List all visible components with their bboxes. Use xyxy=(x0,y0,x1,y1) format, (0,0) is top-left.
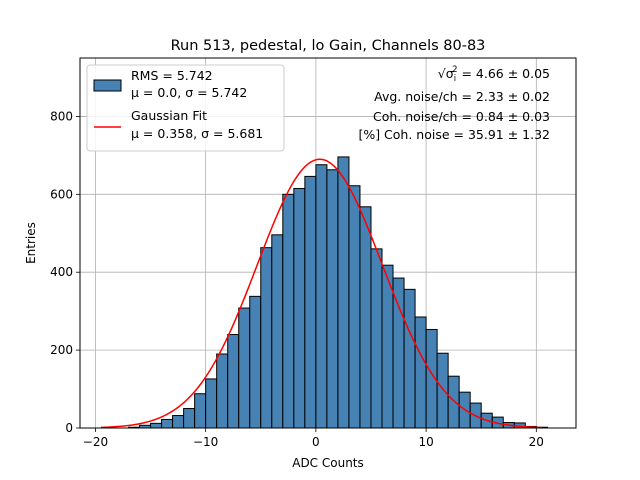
y-tick-label: 400 xyxy=(50,265,73,279)
legend-label-fit: Gaussian Fit xyxy=(131,108,207,123)
histogram-bar xyxy=(326,169,339,429)
histogram-bar xyxy=(403,288,416,429)
histogram-bar xyxy=(183,408,196,429)
histogram-bar xyxy=(194,393,207,429)
chart-title: Run 513, pedestal, lo Gain, Channels 80-… xyxy=(171,38,486,54)
legend: RMS = 5.742 μ = 0.0, σ = 5.742 Gaussian … xyxy=(86,64,285,152)
histogram-bar xyxy=(337,156,350,429)
y-axis-label: Entries xyxy=(24,222,38,264)
histogram-bar xyxy=(227,334,240,429)
histogram-bar xyxy=(436,352,449,429)
histogram-bar xyxy=(304,175,317,429)
noise-annotations: √σi2 = 4.66 ± 0.05 Avg. noise/ch = 2.33 … xyxy=(358,65,550,142)
y-tick-label: 0 xyxy=(65,421,73,435)
x-axis-label: ADC Counts xyxy=(292,456,364,470)
x-tick-label: 0 xyxy=(312,435,320,449)
histogram-bar xyxy=(282,193,295,429)
annotation-sigma-superscript: 2 xyxy=(452,65,457,75)
histogram-bar xyxy=(260,247,273,429)
annotation-coh-noise-percent: [%] Coh. noise = 35.91 ± 1.32 xyxy=(358,127,550,142)
histogram-bar xyxy=(161,418,174,429)
y-tick-label: 800 xyxy=(50,109,73,123)
annotation-coh-noise: Coh. noise/ch = 0.84 ± 0.03 xyxy=(373,109,550,124)
annotation-sigma-subscript: i xyxy=(454,74,456,84)
legend-sublabel-histogram: μ = 0.0, σ = 5.742 xyxy=(131,85,247,100)
histogram-bar xyxy=(447,375,460,429)
x-tick-label: 20 xyxy=(529,435,544,449)
y-tick-label: 600 xyxy=(50,187,73,201)
x-axis-ticks: −20 −10 0 10 20 xyxy=(83,428,544,449)
annotation-avg-noise: Avg. noise/ch = 2.33 ± 0.02 xyxy=(374,89,550,104)
x-tick-label: −20 xyxy=(83,435,108,449)
histogram-bar xyxy=(216,353,229,429)
histogram-bar xyxy=(370,248,383,429)
y-axis-ticks: 0 200 400 600 800 xyxy=(50,109,80,435)
histogram-bar xyxy=(150,422,163,429)
histogram-bar xyxy=(249,295,262,429)
x-tick-label: −10 xyxy=(193,435,218,449)
histogram-bar xyxy=(238,307,251,429)
histogram-bar xyxy=(271,234,284,429)
histogram-bar xyxy=(414,316,427,429)
annotation-sigma: √σi2 = 4.66 ± 0.05 xyxy=(438,65,550,84)
legend-swatch-histogram xyxy=(93,79,122,92)
x-tick-label: 10 xyxy=(418,435,433,449)
legend-label-histogram: RMS = 5.742 xyxy=(131,68,213,83)
annotation-sigma-value: = 4.66 ± 0.05 xyxy=(457,66,550,81)
gaussian-fit xyxy=(100,158,542,429)
annotation-sigma-prefix: √σ xyxy=(438,66,454,81)
histogram-bar xyxy=(359,206,372,429)
histogram-bar xyxy=(205,378,218,429)
gaussian-fit-line xyxy=(100,158,542,429)
histogram-bar xyxy=(348,185,361,429)
histogram-bar xyxy=(392,277,405,429)
legend-frame xyxy=(86,64,285,152)
histogram-bar xyxy=(293,187,306,429)
legend-sublabel-fit: μ = 0.358, σ = 5.681 xyxy=(131,126,263,141)
histogram-bar xyxy=(172,415,185,429)
y-tick-label: 200 xyxy=(50,343,73,357)
plot-frame xyxy=(79,57,577,429)
histogram-bar xyxy=(315,164,328,429)
